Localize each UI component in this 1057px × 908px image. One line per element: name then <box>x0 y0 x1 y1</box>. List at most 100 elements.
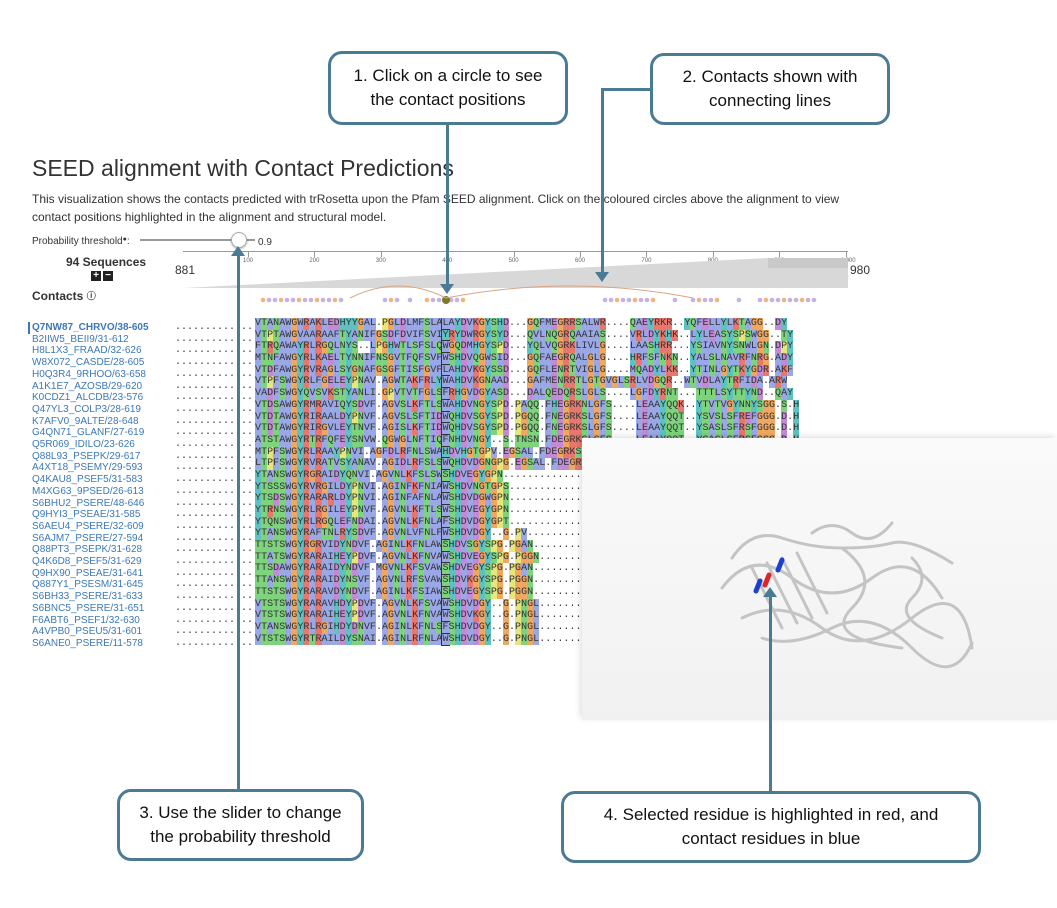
sequence-name-link[interactable]: Q5R069_IDILO/23-626 <box>32 439 135 451</box>
sequence-name-link[interactable]: Q88L93_PSEPK/29-617 <box>32 450 141 462</box>
contact-circle[interactable] <box>290 297 296 303</box>
contact-circle[interactable] <box>436 297 442 303</box>
minus-icon[interactable]: − <box>103 271 113 281</box>
sequence-count: 94 Sequences <box>66 255 147 269</box>
contact-circle[interactable] <box>811 297 817 303</box>
contact-circle[interactable] <box>757 297 763 303</box>
contact-circle[interactable] <box>407 297 413 303</box>
contact-circle[interactable] <box>260 297 266 303</box>
structure-viewer[interactable] <box>582 438 1057 720</box>
contact-circle[interactable] <box>702 297 708 303</box>
contact-circle[interactable] <box>775 297 781 303</box>
callout-highlight: 4. Selected residue is highlighted in re… <box>561 791 981 863</box>
contact-circle[interactable] <box>320 297 326 303</box>
sequence-name-link[interactable]: S6ANE0_PSERE/11-578 <box>32 637 143 649</box>
contact-circle[interactable] <box>266 297 272 303</box>
sequence-name-link[interactable]: S6AJM7_PSERE/27-594 <box>32 532 144 544</box>
contact-circle[interactable] <box>284 297 290 303</box>
page-title: SEED alignment with Contact Predictions <box>32 155 454 181</box>
sequence-name-link[interactable]: A1K1E7_AZOSB/29-620 <box>32 380 143 392</box>
callout-contacts-lines: 2. Contacts shown with connecting lines <box>650 53 890 125</box>
sequence-name-link[interactable]: Q9HX90_PSEAE/31-641 <box>32 567 144 579</box>
gap-dots: ............. <box>175 614 254 626</box>
contact-circle[interactable] <box>382 297 388 303</box>
sequence-name-link[interactable]: K7AFV0_9ALTE/28-648 <box>32 415 139 427</box>
contact-circle[interactable] <box>448 297 454 303</box>
alignment-row: VTANAWGWRAKLEDHYYGAL.PGLDLMFSLALAYDVKGYS… <box>255 318 788 331</box>
contact-circle[interactable] <box>454 297 460 303</box>
ruler-tick-label: 100 <box>243 258 254 264</box>
contact-circle[interactable] <box>805 297 811 303</box>
contact-circle[interactable] <box>799 297 805 303</box>
contact-circle[interactable] <box>278 297 284 303</box>
contact-circle[interactable] <box>644 297 650 303</box>
sequence-name-link[interactable]: Q88PT3_PSEPK/31-628 <box>32 544 143 556</box>
contact-circle[interactable] <box>326 297 332 303</box>
contact-circle[interactable] <box>614 297 620 303</box>
contact-circle[interactable] <box>638 297 644 303</box>
contact-circle[interactable] <box>308 297 314 303</box>
contact-circle[interactable] <box>763 297 769 303</box>
contact-circle[interactable] <box>690 297 696 303</box>
contact-circle[interactable] <box>714 297 720 303</box>
contact-map[interactable] <box>255 280 875 310</box>
ruler-tick <box>513 251 515 257</box>
alignment-row: VTPTAWGVAARAAFTYANIFGSDFDVIFSVIYRYDWRGYS… <box>255 328 794 343</box>
sequence-gaps: ........................................… <box>175 322 253 650</box>
alignment-row: MTNFAWGYRLKAELTYNNIFNSGVTFQFSVFWSHDVQGWS… <box>255 352 794 366</box>
ruler-tick-label: 1,000 <box>840 258 856 264</box>
sequence-name-link[interactable]: M4XG63_9PSED/26-613 <box>32 485 144 497</box>
contact-circle[interactable] <box>394 297 400 303</box>
sequence-name-link[interactable]: S6BH33_PSERE/31-633 <box>32 591 143 603</box>
sequence-name-link[interactable]: H0Q3R4_9RHOO/63-658 <box>32 368 146 380</box>
sequence-name-link[interactable]: W8X072_CASDE/28-605 <box>32 357 145 369</box>
gap-dots: ............. <box>175 602 254 614</box>
sequence-name-link[interactable]: B2IIW5_BEII9/31-612 <box>32 333 129 345</box>
sequence-name-link[interactable]: S6AEU4_PSERE/32-609 <box>32 520 144 532</box>
sequence-name-link[interactable]: A4VPB0_PSEU5/31-601 <box>32 626 143 638</box>
contact-circle[interactable] <box>272 297 278 303</box>
contact-circle[interactable] <box>626 297 632 303</box>
sequence-name-link[interactable]: Q4KAU8_PSEF5/31-583 <box>32 474 143 486</box>
contact-circle[interactable] <box>632 297 638 303</box>
gap-dots: ............. <box>175 450 254 462</box>
contact-circle[interactable] <box>430 297 436 303</box>
contact-circle[interactable] <box>338 297 344 303</box>
contact-circle[interactable] <box>388 297 394 303</box>
sequence-name-link[interactable]: F6ABT6_PSEF1/32-630 <box>32 614 140 626</box>
plus-icon[interactable]: + <box>91 271 101 281</box>
contact-circle[interactable] <box>460 297 466 303</box>
sequence-name-link[interactable]: S6BNC5_PSERE/31-651 <box>32 602 145 614</box>
contact-circle[interactable] <box>650 297 656 303</box>
contact-circle[interactable] <box>781 297 787 303</box>
contact-circle[interactable] <box>302 297 308 303</box>
sequence-name-link[interactable]: A4XT18_PSEMY/29-593 <box>32 462 143 474</box>
contact-circle[interactable] <box>708 297 714 303</box>
sequence-name-link[interactable]: G4QN71_GLANF/27-619 <box>32 427 145 439</box>
ruler-tick-label: 200 <box>309 258 320 264</box>
sequence-name-link[interactable]: K0CDZ1_ALCDB/23-576 <box>32 392 144 404</box>
contact-circle[interactable] <box>736 297 742 303</box>
contact-circle[interactable] <box>608 297 614 303</box>
sequence-name-link[interactable]: S6BHU2_PSERE/48-646 <box>32 497 145 509</box>
contact-circle[interactable] <box>769 297 775 303</box>
sequence-name-link[interactable]: Q4K6D8_PSEF5/31-629 <box>32 556 142 568</box>
sequence-name-link[interactable]: Q47YL3_COLP3/28-619 <box>32 403 141 415</box>
zoom-window[interactable] <box>183 258 848 288</box>
contact-circle[interactable] <box>672 297 678 303</box>
contact-circle[interactable] <box>424 297 430 303</box>
sequence-name-link[interactable]: Q9HYI3_PSEAE/31-585 <box>32 509 141 521</box>
threshold-slider-track[interactable] <box>140 239 255 241</box>
contact-circle[interactable] <box>314 297 320 303</box>
contact-circle[interactable] <box>793 297 799 303</box>
contact-circle[interactable] <box>787 297 793 303</box>
contact-circle[interactable] <box>620 297 626 303</box>
sequence-name-link[interactable]: Q887Y1_PSESM/31-645 <box>32 579 144 591</box>
contact-circle[interactable] <box>296 297 302 303</box>
sequence-name-link[interactable]: Q7NW87_CHRVO/38-605 <box>28 322 149 334</box>
contact-circle[interactable] <box>696 297 702 303</box>
contact-circle[interactable] <box>332 297 338 303</box>
sequence-name-link[interactable]: H8L1X3_FRAAD/32-626 <box>32 345 142 357</box>
gap-dots: ............. <box>175 462 254 474</box>
contact-circle[interactable] <box>602 297 608 303</box>
